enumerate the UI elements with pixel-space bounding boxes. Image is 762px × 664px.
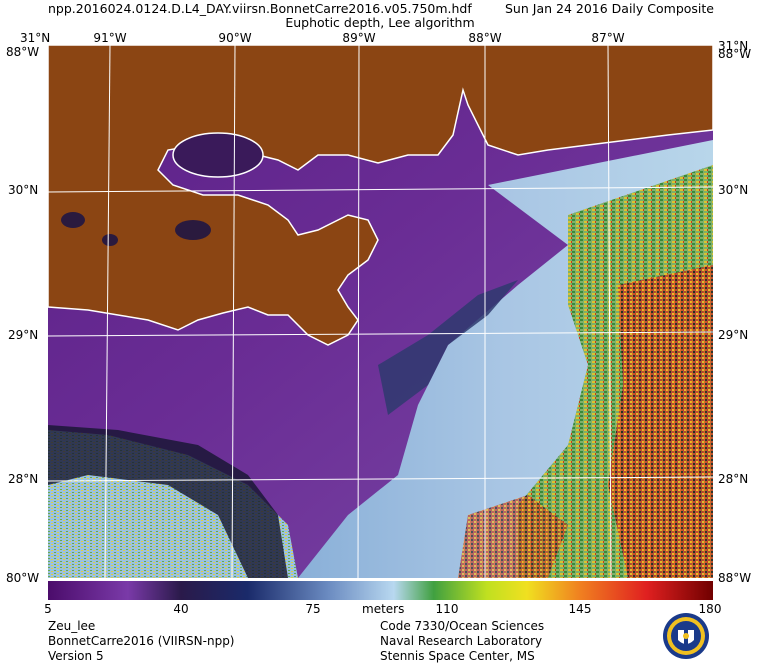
corner-label-top-left-lat: 31°N <box>20 31 51 45</box>
lat-label-left-30: 30°N <box>8 183 39 197</box>
lon-label-top-91: 91°W <box>93 31 127 45</box>
nrl-seal-icon <box>663 613 709 659</box>
colorbar-tick: 180 <box>698 602 722 616</box>
colorbar-tick: 145 <box>568 602 592 616</box>
lat-label-right-30: 30°N <box>718 183 749 197</box>
lake-pontchartrain <box>172 132 264 178</box>
lat-label-left-29: 29°N <box>8 328 39 342</box>
far-east-hot <box>608 265 713 578</box>
colorbar-tick: 110 <box>435 602 459 616</box>
lon-label-top-88: 88°W <box>468 31 502 45</box>
plume-front <box>378 280 518 415</box>
corner-label-top-left-lon: 88°W <box>6 45 40 59</box>
euphotic-depth-map <box>48 45 713 578</box>
product-title: Euphotic depth, Lee algorithm <box>285 15 475 30</box>
footer-location: Stennis Space Center, MS <box>380 649 535 663</box>
footer-lab: Naval Research Laboratory <box>380 634 543 648</box>
footer-variable: Zeu_lee <box>48 619 96 633</box>
colorbar-units: meters <box>362 602 405 616</box>
lat-label-right-29: 29°N <box>718 328 749 342</box>
inland-lake <box>61 212 85 228</box>
footer-code: Code 7330/Ocean Sciences <box>380 619 545 633</box>
colorbar-tick: 40 <box>173 602 189 616</box>
inland-lake <box>102 234 118 246</box>
corner-label-bottom-right: 88°W <box>718 571 752 585</box>
colorbar <box>48 581 713 600</box>
lat-label-left-28: 28°N <box>8 472 39 486</box>
date-title: Sun Jan 24 2016 Daily Composite <box>505 1 714 16</box>
lon-label-top-90: 90°W <box>218 31 252 45</box>
land <box>48 45 713 346</box>
graticule <box>48 45 713 578</box>
footer-version: Version 5 <box>48 649 104 663</box>
lat-label-right-28: 28°N <box>718 472 749 486</box>
colorbar-gradient <box>48 581 713 600</box>
colorbar-tick: 75 <box>305 602 321 616</box>
southwest-dark <box>48 425 288 578</box>
footer-dataset: BonnetCarre2016 (VIIRSN-npp) <box>48 634 235 648</box>
filename-title: npp.2016024.0124.D.L4_DAY.viirsn.BonnetC… <box>48 1 472 16</box>
lon-label-top-87: 87°W <box>591 31 625 45</box>
corner-label-top-right-lat: 31°N <box>718 39 749 53</box>
inland-lake <box>175 220 211 240</box>
lon-label-top-89: 89°W <box>342 31 376 45</box>
corner-label-top-right-lon: 88°W <box>718 47 752 61</box>
colorbar-tick: 5 <box>44 602 52 616</box>
corner-label-bottom-left: 80°W <box>6 571 40 585</box>
